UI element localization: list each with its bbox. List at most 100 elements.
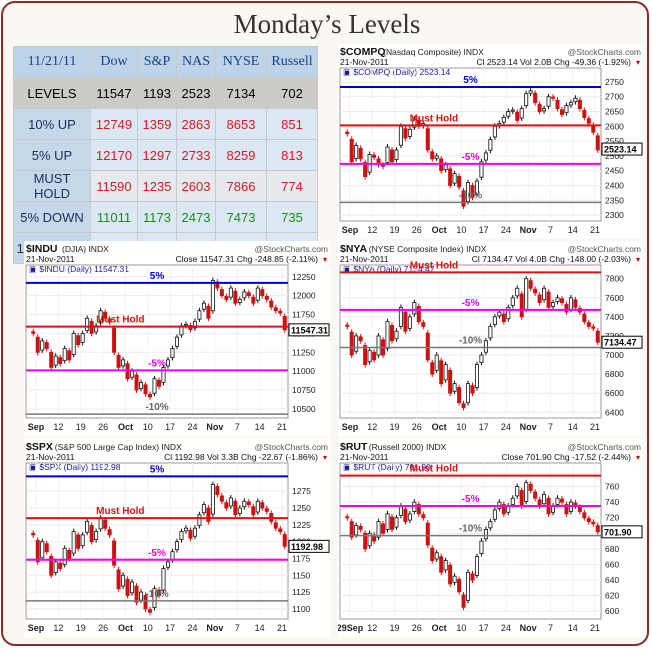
candle-up [483,152,488,161]
candle-down [49,556,54,576]
candle-up [488,139,493,151]
candle-up [524,482,529,502]
levels-table: 11/21/11 Dow S&P NAS NYSE Russell LEVELS… [13,46,318,264]
candle-up [542,108,547,112]
chart-index-name: (DJIA) INDX [62,244,109,254]
candle-up [452,173,457,184]
chart-menu-arrow: ▾ [323,255,327,264]
cell-value: 1193 [137,77,177,109]
candle-up [555,497,560,505]
cell-value: 7134 [215,77,267,109]
candle-up [524,93,529,106]
y-tick-label: 2550 [605,136,624,146]
cell-value: 702 [266,77,318,109]
candle-up [394,330,399,340]
candle-down [282,534,287,547]
chart-indu: $INDU (DJIA) INDX @StockCharts.com 21-Nov-2… [24,241,330,436]
candle-down [439,556,444,573]
candle-up [192,320,197,329]
cell-value: 1235 [137,170,177,202]
cell-value: 851 [266,108,318,140]
x-tick-label: 26 [412,623,422,633]
chart-stats: Close 701.90 Chg -17.52 (-2.44%) [502,452,632,462]
candle-down [537,294,542,303]
candle-down [134,585,139,603]
last-price-box [601,335,643,349]
candle-up [466,182,471,202]
y-tick-label: 6600 [605,388,624,398]
candle-down [425,128,430,151]
x-tick-label: 24 [501,225,511,235]
x-tick-label: 21 [590,623,600,633]
candle-up [488,326,493,339]
candle-up [121,574,126,587]
y-tick-label: 6800 [605,369,624,379]
last-price-box [288,323,330,337]
x-tick-label: 19 [390,422,400,432]
candle-down [430,547,435,561]
table-row-levels: LEVELS 11547 1193 2523 7134 702 [13,77,318,109]
candle-down [233,500,238,516]
candle-down [358,336,363,342]
candle-up [479,354,484,364]
y-tick-label: 2400 [605,180,624,190]
candle-down [35,336,40,353]
candle-up [452,575,457,583]
chart-brand: @StockCharts.com [568,442,641,452]
y-tick-label: 1175 [292,553,311,563]
candle-down [564,304,569,313]
candle-down [282,315,287,331]
candle-up [519,108,524,119]
chart-brand: @StockCharts.com [255,442,328,452]
last-price-box [601,142,643,156]
candle-down [363,345,368,365]
candle-down [448,168,453,186]
candle-down [224,502,229,509]
last-price-label: 11547.31 [291,325,328,335]
chart-symbol: $RUT [340,441,368,453]
candle-down [595,525,600,533]
candle-up [385,321,390,349]
level-label-top: 5% [150,271,165,282]
candle-down [519,293,524,318]
candle-up [551,302,556,307]
x-tick-label: 19 [76,623,86,633]
y-tick-label: 12250 [292,272,316,282]
candle-up [201,504,206,514]
y-tick-label: 1275 [292,486,311,496]
last-price-label: 2523.14 [604,145,637,155]
candle-down [389,325,394,342]
row-label: MUST HOLD [13,170,91,202]
candle-down [107,529,112,536]
cell-value: 1173 [137,201,177,233]
candle-up [161,367,166,383]
header-russell: Russell [266,46,318,78]
candle-up [40,340,45,351]
cell-value: 7866 [215,170,267,202]
candle-up [62,547,67,565]
last-price-box [601,525,643,539]
candle-down [559,109,564,115]
candle-up [466,383,471,404]
x-tick-label: 12 [367,623,377,633]
level-label-mh: Must Hold [96,315,144,326]
x-tick-label: Nov [520,422,537,432]
table-header-row: 11/21/11 Dow S&P NAS NYSE Russell [13,46,318,78]
x-tick-label: Sep [28,623,45,633]
candle-down [58,562,63,569]
candle-up [466,571,471,601]
cell-value: 8653 [215,108,267,140]
candle-up [80,333,85,343]
x-tick-label: 12 [367,225,377,235]
candle-down [501,313,506,323]
candle-down [206,305,211,319]
x-tick-label: Oct [118,623,133,633]
candle-up [85,521,90,533]
candle-up [98,517,103,530]
plot-area [25,264,289,419]
candle-up [555,297,560,303]
x-tick-label: 10 [456,623,466,633]
level-label-five: -5% [462,298,480,309]
candle-up [407,128,412,137]
candle-down [215,486,220,495]
